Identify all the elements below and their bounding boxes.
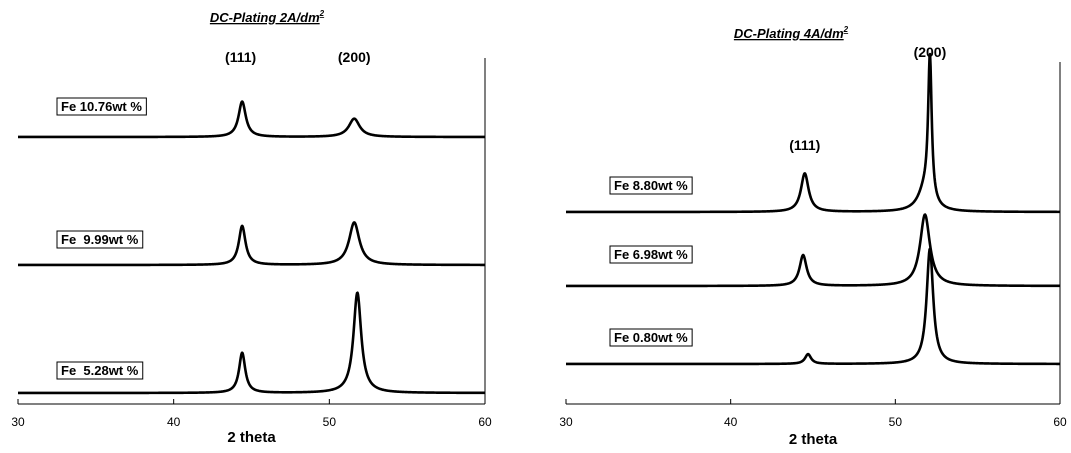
series-line-3 — [17, 291, 486, 395]
series-label-1: Fe 10.76wt % — [61, 99, 142, 114]
series-label-box-2 — [56, 230, 144, 249]
series-label-box-2 — [609, 245, 693, 264]
chart-title-superscript: 2 — [843, 25, 849, 34]
chart-title-superscript: 2 — [319, 9, 325, 18]
x-tick-label-50: 50 — [323, 415, 337, 429]
series-label-2: Fe 9.99wt % — [61, 232, 139, 247]
peak-label-200: (200) — [338, 49, 371, 65]
chart-title: DC-Plating 4A/dm2 — [734, 25, 849, 41]
x-tick-label-60: 60 — [1053, 415, 1067, 429]
x-axis-label: 2 theta — [227, 429, 276, 446]
series-line-1 — [17, 100, 486, 139]
chart-panel-1: DC-Plating 2A/dm2 30 40 50 60 2 theta (111) (20… — [11, 9, 492, 446]
series-label-3: Fe 5.28wt % — [61, 363, 139, 378]
series-line-2 — [565, 213, 1061, 288]
series-label-box-3 — [609, 328, 693, 347]
x-tick-label-30: 30 — [11, 415, 25, 429]
series-line-1 — [565, 52, 1061, 214]
peak-label-111: (111) — [789, 137, 820, 153]
x-tick-label-40: 40 — [724, 415, 738, 429]
chart-title: DC-Plating 2A/dm2 — [210, 9, 325, 25]
peak-label-111: (111) — [225, 49, 256, 65]
peak-label-200: (200) — [914, 44, 947, 60]
series-label-2: Fe 6.98wt % — [614, 247, 688, 262]
series-label-1: Fe 8.80wt % — [614, 178, 688, 193]
series-label-box-3 — [56, 361, 144, 380]
x-tick-label-30: 30 — [559, 415, 573, 429]
x-tick-label-40: 40 — [167, 415, 181, 429]
series-label-3: Fe 0.80wt % — [614, 330, 688, 345]
chart-panel-2: DC-Plating 4A/dm2 30 40 50 60 2 theta (111) (20… — [559, 25, 1067, 448]
x-tick-label-50: 50 — [889, 415, 903, 429]
series-label-box-1 — [56, 97, 147, 116]
x-axis-label: 2 theta — [789, 431, 838, 448]
series-label-box-1 — [609, 176, 693, 195]
x-tick-label-60: 60 — [478, 415, 492, 429]
series-line-3 — [565, 247, 1061, 366]
series-line-2 — [17, 221, 486, 267]
